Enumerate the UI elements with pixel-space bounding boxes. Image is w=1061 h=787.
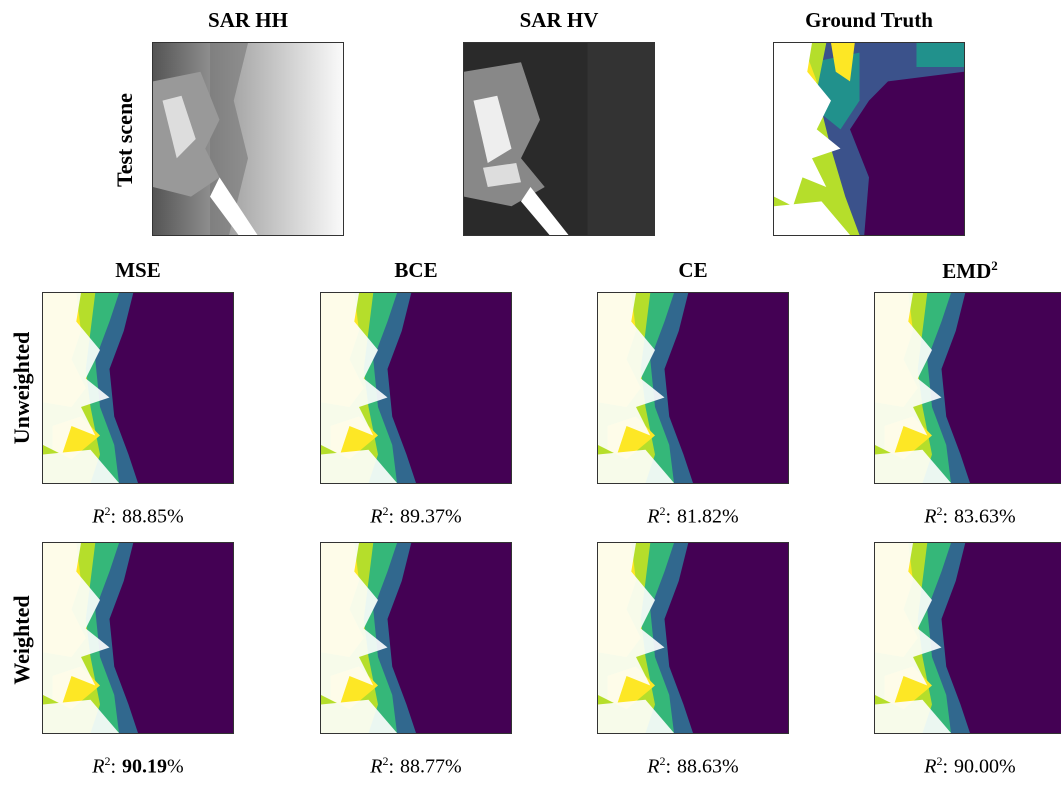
image-panel [42,292,234,484]
score-value: 88.77 [400,756,445,778]
score-caption: R2:88.85% [18,504,258,529]
metric-symbol: R [647,756,659,778]
score-unit: % [167,756,184,778]
score-value: 83.63 [954,506,999,528]
score-caption: R2:88.77% [296,754,536,779]
image-panel [320,292,512,484]
score-value: 88.85 [122,506,167,528]
column-title-text: BCE [394,258,437,282]
score-unit: % [167,506,184,528]
image-panel [874,292,1061,484]
column-title: MSE [18,258,258,283]
metric-symbol: R [647,506,659,528]
image-panel [597,292,789,484]
column-title-text: MSE [115,258,161,282]
image-panel [152,42,344,236]
score-caption: R2:83.63% [850,504,1061,529]
score-caption: R2:88.63% [573,754,813,779]
score-value: 90.00 [954,756,999,778]
metric-separator: : [942,756,948,778]
image-panel [42,542,234,734]
metric-separator: : [665,756,671,778]
column-title: EMD2 [850,258,1061,284]
score-value: 89.37 [400,506,445,528]
score-caption: R2:89.37% [296,504,536,529]
score-unit: % [999,506,1016,528]
panel-title: SAR HH [128,8,368,33]
row-label: Test scene [112,93,138,187]
image [875,293,1061,483]
metric-separator: : [665,506,671,528]
score-unit: % [445,506,462,528]
image [321,293,511,483]
score-caption: R2:90.00% [850,754,1061,779]
score-unit: % [445,756,462,778]
image-panel [773,42,965,236]
image [598,293,788,483]
metric-separator: : [388,506,394,528]
image-panel [320,542,512,734]
image [774,43,964,235]
score-unit: % [999,756,1016,778]
metric-symbol: R [92,756,104,778]
metric-symbol: R [924,756,936,778]
column-title-superscript: 2 [991,258,998,273]
image-panel [874,542,1061,734]
column-title: CE [573,258,813,283]
metric-symbol: R [92,506,104,528]
score-unit: % [722,506,739,528]
image [875,543,1061,733]
image [153,43,343,235]
column-title-text: CE [678,258,707,282]
metric-separator: : [388,756,394,778]
metric-separator: : [110,506,116,528]
column-title-text: EMD [942,259,991,283]
metric-symbol: R [370,506,382,528]
score-value: 81.82 [677,506,722,528]
metric-symbol: R [924,506,936,528]
image [321,543,511,733]
panel-title: Ground Truth [749,8,989,33]
row-label: Unweighted [9,332,35,444]
score-unit: % [722,756,739,778]
score-caption: R2:81.82% [573,504,813,529]
metric-separator: : [942,506,948,528]
image-panel [463,42,655,236]
score-caption: R2:90.19% [18,754,258,779]
image [43,293,233,483]
panel-title: SAR HV [439,8,679,33]
column-title: BCE [296,258,536,283]
image [43,543,233,733]
row-label: Weighted [9,595,35,684]
metric-separator: : [110,756,116,778]
figure: SAR HH SAR HV Ground Truth Test scene MSE BCE… [0,0,1061,787]
image-panel [597,542,789,734]
image [464,43,654,235]
score-value: 90.19 [122,756,167,778]
metric-symbol: R [370,756,382,778]
score-value: 88.63 [677,756,722,778]
image [598,543,788,733]
